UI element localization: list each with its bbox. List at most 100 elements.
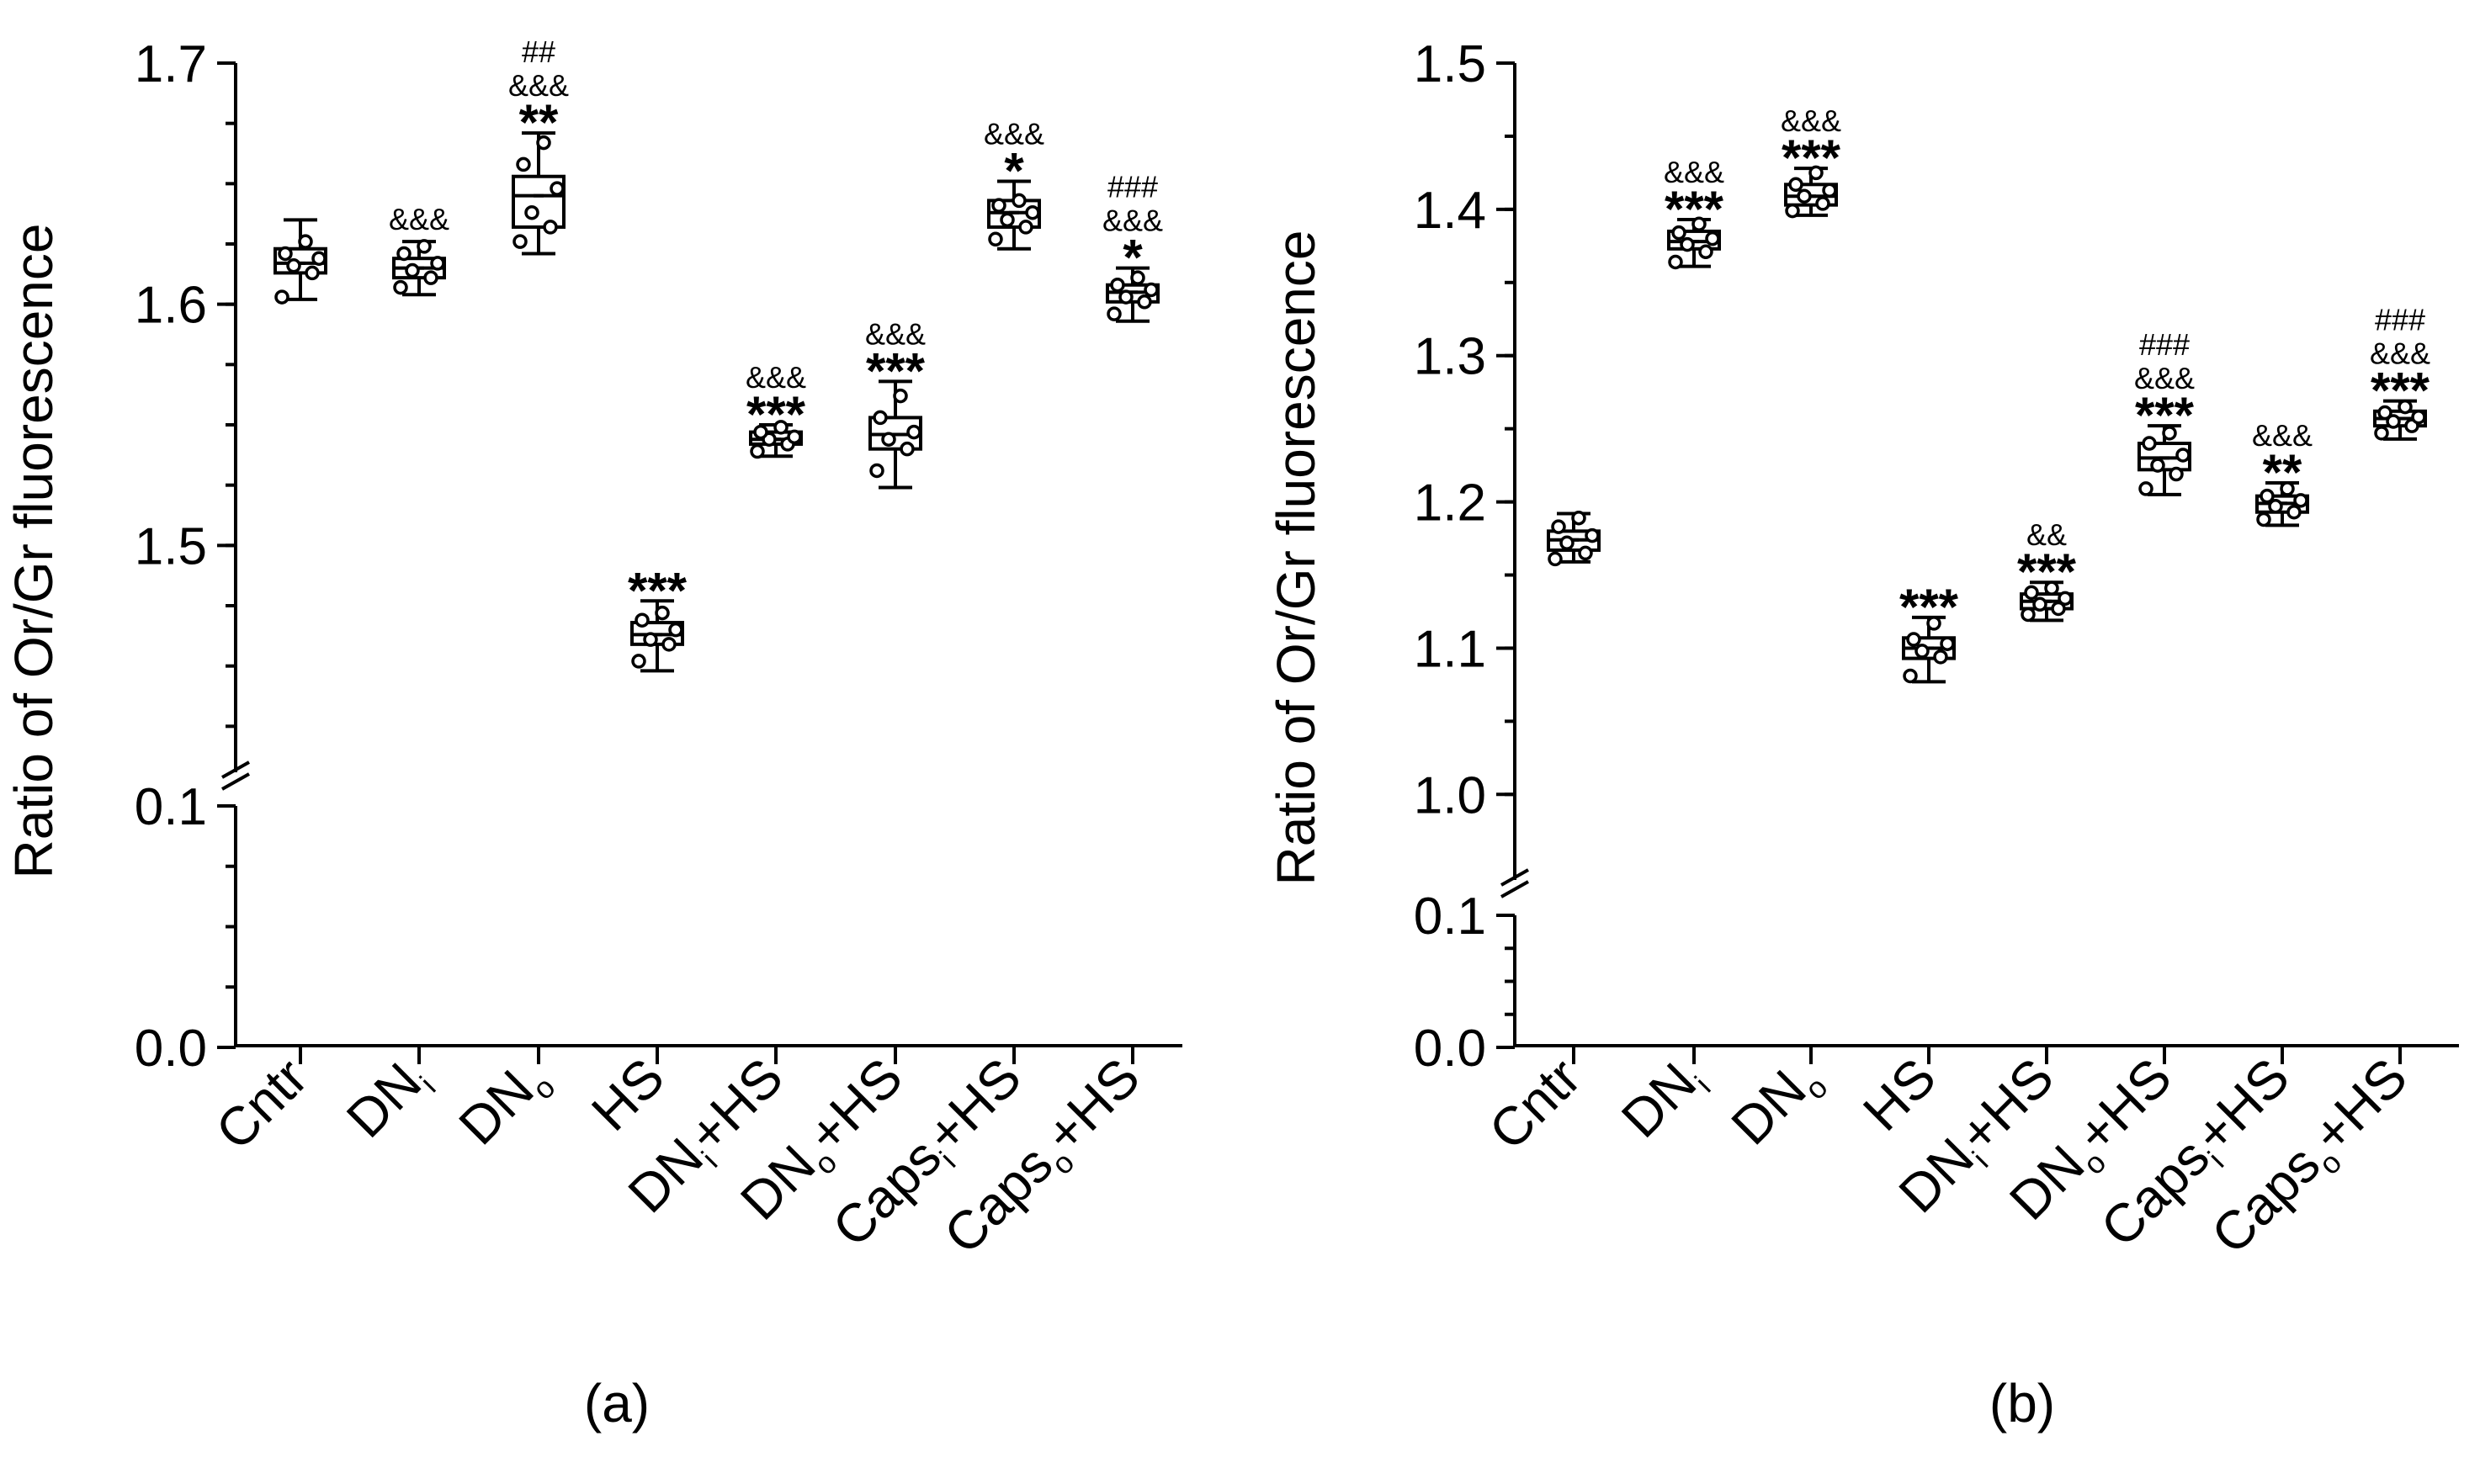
significance-label: ### xyxy=(2375,303,2425,337)
data-point xyxy=(1797,188,1812,204)
data-point xyxy=(430,256,445,271)
data-point xyxy=(1705,231,1720,246)
data-point xyxy=(1698,244,1713,260)
data-point xyxy=(1940,636,1955,651)
data-point xyxy=(1000,212,1015,228)
data-point xyxy=(311,251,327,266)
significance-label: &&& xyxy=(2134,361,2195,395)
box-group: ***&&& xyxy=(746,360,806,459)
data-point xyxy=(750,443,765,459)
data-point xyxy=(1926,616,1941,631)
data-point xyxy=(2162,426,2177,441)
y-tick-label: 1.0 xyxy=(1414,766,1486,824)
box-group: ***&& xyxy=(2017,517,2077,623)
data-point xyxy=(2175,448,2191,463)
data-point xyxy=(393,279,408,295)
data-point xyxy=(1012,193,1027,209)
data-point xyxy=(2268,499,2283,514)
data-point xyxy=(900,441,915,457)
box-group: *** xyxy=(628,562,688,673)
box-group: &&& xyxy=(389,202,449,297)
box-group: *&&&### xyxy=(1102,170,1163,323)
significance-label: *** xyxy=(2371,363,2430,419)
box-group: ***&&&### xyxy=(2134,327,2195,496)
significance-label: ** xyxy=(2263,444,2302,501)
data-point xyxy=(550,181,565,196)
data-point xyxy=(1118,289,1134,305)
y-tick-label: 1.7 xyxy=(135,35,207,93)
data-point xyxy=(893,388,908,404)
data-point xyxy=(2256,511,2271,527)
data-point xyxy=(2032,596,2047,612)
box-group: ***&&&### xyxy=(2370,303,2430,441)
data-point xyxy=(668,622,683,638)
significance-label: ** xyxy=(519,94,559,151)
data-point xyxy=(869,463,884,479)
data-point xyxy=(1933,649,1948,665)
data-point xyxy=(2058,591,2073,607)
data-point xyxy=(1822,183,1837,199)
data-point xyxy=(1808,165,1824,181)
data-point xyxy=(512,234,528,249)
data-point xyxy=(1137,294,1152,310)
significance-label: *** xyxy=(2017,543,2077,600)
box-group: ***&&& xyxy=(1781,103,1841,219)
data-point xyxy=(2044,580,2059,596)
box-group xyxy=(273,218,327,305)
data-point xyxy=(1903,668,1918,684)
significance-label: *** xyxy=(1899,579,1959,635)
significance-label: *** xyxy=(2135,387,2195,443)
data-point xyxy=(286,258,301,273)
data-point xyxy=(1548,551,1563,567)
box-group: ***&&& xyxy=(1664,155,1724,270)
data-point xyxy=(2024,585,2039,601)
axis-break-mark xyxy=(1500,880,1529,898)
data-point xyxy=(2142,436,2157,451)
y-axis-label: Ratio of Or/Gr fluorescence xyxy=(1266,231,1326,886)
data-point xyxy=(2150,458,2165,473)
significance-label: ### xyxy=(1107,170,1158,204)
significance-label: && xyxy=(2026,517,2067,552)
y-tick-label: 0.1 xyxy=(135,778,207,836)
data-point xyxy=(2051,601,2066,617)
data-point xyxy=(1571,510,1586,526)
y-tick-label: 1.5 xyxy=(1414,35,1486,93)
data-point xyxy=(274,289,289,305)
significance-label: &&& xyxy=(508,68,569,103)
data-point xyxy=(1559,535,1575,551)
data-point xyxy=(2021,607,2036,623)
data-point xyxy=(2169,466,2184,482)
data-point xyxy=(1018,220,1033,235)
data-point xyxy=(988,231,1003,247)
significance-label: *** xyxy=(628,562,688,618)
significance-label: ### xyxy=(2139,327,2190,362)
axis-break-mark xyxy=(221,772,250,791)
data-point xyxy=(1025,204,1040,220)
data-point xyxy=(2386,414,2401,429)
data-point xyxy=(2280,481,2295,496)
significance-label: *** xyxy=(866,342,926,399)
data-point xyxy=(417,239,432,254)
y-tick-label: 1.6 xyxy=(135,277,207,335)
data-point xyxy=(2286,504,2302,520)
data-point xyxy=(1110,277,1125,293)
data-point xyxy=(423,270,438,285)
data-point xyxy=(1914,644,1930,659)
data-point xyxy=(753,424,768,440)
box-group: **&&& xyxy=(2252,418,2313,527)
data-point xyxy=(516,156,531,172)
box-group xyxy=(1547,510,1601,567)
data-point xyxy=(1815,196,1830,211)
panel-label: (a) xyxy=(584,1373,650,1434)
data-point xyxy=(2374,426,2389,441)
data-point xyxy=(524,204,539,220)
panel-a: 0.0 0.1 1.5 1.6 1.7 Ratio of Or/Gr fluorescen… xyxy=(3,34,1182,1434)
data-point xyxy=(1785,203,1800,219)
significance-label: &&& xyxy=(1102,204,1163,238)
panel-label: (b) xyxy=(1989,1373,2055,1434)
y-tick-label: 0.0 xyxy=(135,1020,207,1078)
data-point xyxy=(643,632,658,647)
significance-label: * xyxy=(1004,142,1024,199)
significance-label: &&& xyxy=(1664,155,1724,189)
